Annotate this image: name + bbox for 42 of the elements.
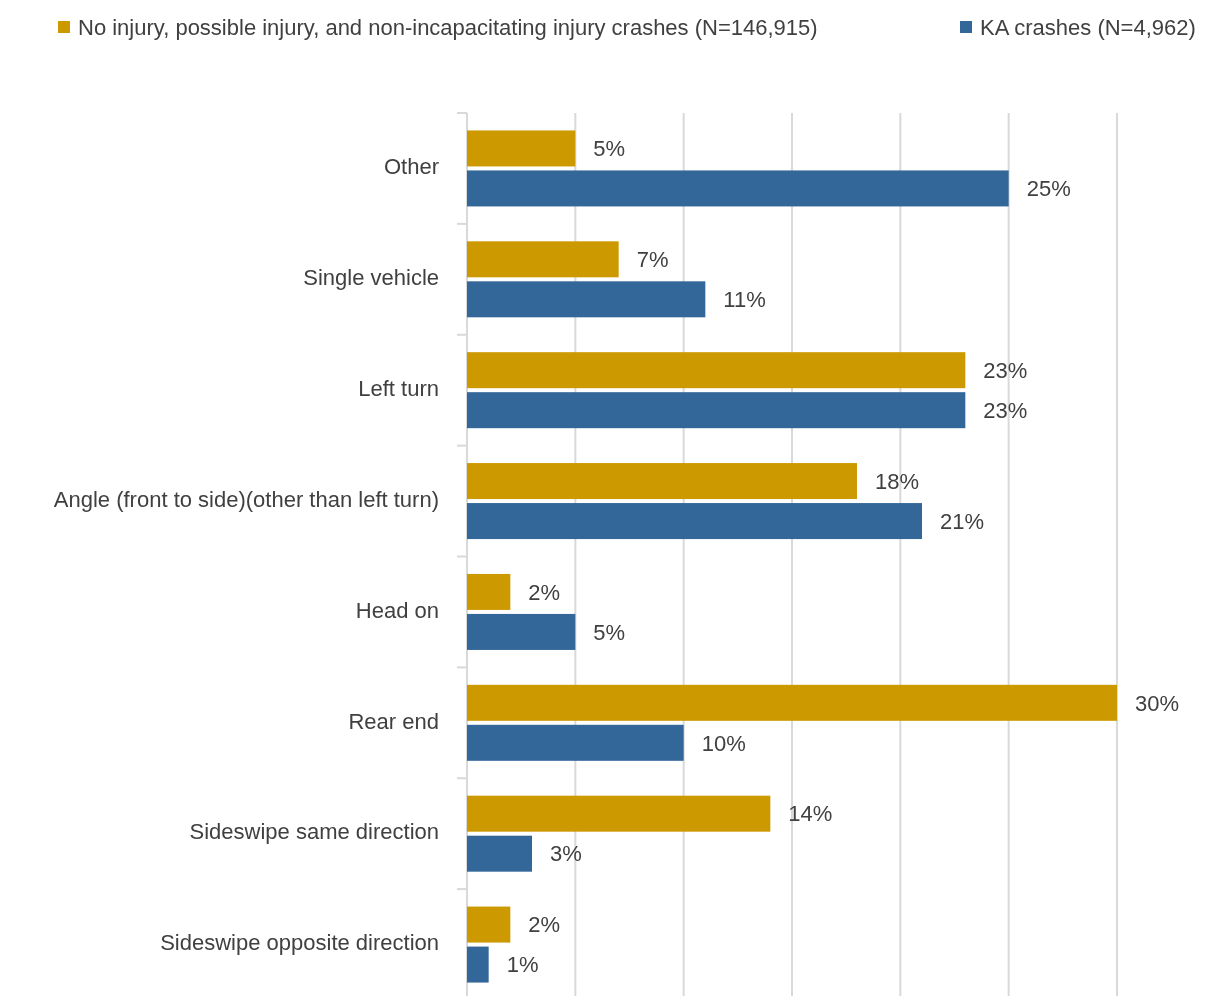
bar <box>467 503 922 540</box>
bar <box>467 281 706 318</box>
bar <box>467 130 576 167</box>
data-label: 1% <box>506 952 539 978</box>
bar <box>467 946 489 983</box>
bar <box>467 463 857 500</box>
legend-label: No injury, possible injury, and non-incapacitating injury crashes (N=146,915) <box>78 14 818 40</box>
bar <box>467 684 1117 721</box>
data-label: 2% <box>528 579 561 605</box>
data-label: 23% <box>983 357 1028 383</box>
legend-label: KA crashes (N=4,962) <box>980 14 1196 40</box>
data-label: 14% <box>788 801 833 827</box>
bar <box>467 724 684 761</box>
bar <box>467 392 966 429</box>
y-tick-label: Sideswipe same direction <box>189 819 439 845</box>
data-label: 3% <box>550 841 582 867</box>
data-label: 21% <box>940 508 985 534</box>
y-tick-label: Left turn <box>358 375 439 401</box>
bar <box>467 241 619 278</box>
data-label: 25% <box>1026 176 1071 202</box>
data-label: 5% <box>593 619 626 645</box>
bar <box>467 795 771 832</box>
bar <box>467 170 1009 207</box>
bar <box>467 573 511 610</box>
y-tick-label: Sideswipe opposite direction <box>160 930 439 956</box>
data-label: 5% <box>593 136 626 162</box>
bar <box>467 906 511 943</box>
y-tick-label: Angle (front to side)(other than left turn) <box>53 486 439 512</box>
bar <box>467 835 532 872</box>
bar <box>467 613 576 650</box>
data-label: 23% <box>983 397 1028 423</box>
y-tick-label: Single vehicle <box>303 265 439 291</box>
y-tick-label: Other <box>383 154 439 180</box>
data-label: 10% <box>701 730 746 756</box>
data-label: 11% <box>723 287 766 313</box>
data-label: 18% <box>875 468 920 494</box>
data-label: 2% <box>528 912 561 938</box>
data-label: 30% <box>1135 690 1180 716</box>
data-label: 7% <box>636 247 669 273</box>
y-tick-label: Rear end <box>348 708 439 734</box>
bar <box>467 352 966 389</box>
y-tick-label: Head on <box>355 597 439 623</box>
